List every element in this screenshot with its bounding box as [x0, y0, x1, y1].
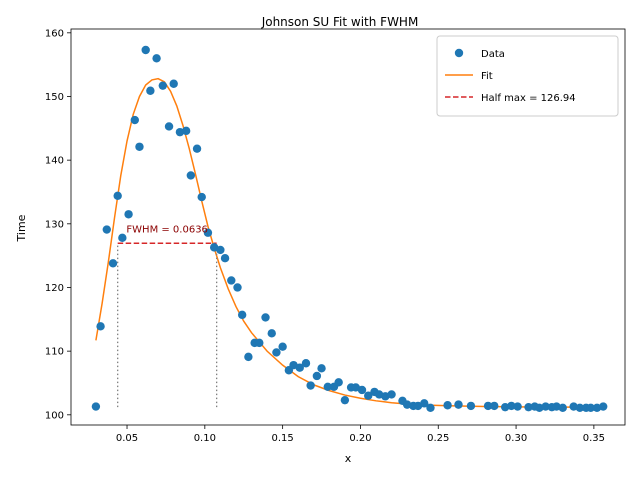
axes-frame	[70, 28, 626, 426]
data-point	[402, 400, 412, 409]
data-point	[490, 401, 499, 411]
data-point	[272, 348, 281, 357]
data-point	[175, 127, 185, 137]
data-point	[586, 403, 595, 413]
data-point	[541, 402, 550, 411]
data-point	[513, 402, 522, 411]
data-point	[158, 81, 168, 90]
chart-title: Johnson SU Fit with FWHM	[261, 15, 419, 29]
legend-label: Data	[481, 49, 505, 60]
legend-label: Fit	[481, 71, 493, 82]
data-point	[312, 371, 322, 381]
x-tick-label: 0.25	[427, 433, 449, 444]
legend: Data Fit Half max = 126.94	[436, 35, 619, 117]
x-tick-label: 0.20	[349, 433, 371, 444]
data-point	[295, 363, 304, 372]
data-point	[130, 115, 139, 125]
data-point	[113, 191, 122, 200]
data-point	[592, 403, 602, 413]
plot-area: FWHM = 0.0636 0.05 0.10 0.15 0.20 0.25 0.30 0.3…	[45, 28, 626, 444]
data-point	[152, 54, 161, 63]
y-tick-label: 140	[45, 156, 64, 167]
data-point	[108, 259, 118, 268]
data-point	[135, 142, 144, 151]
y-tick-label: 100	[45, 410, 64, 421]
x-tick-label: 0.10	[194, 433, 216, 444]
x-tick-label: 0.05	[116, 433, 138, 444]
data-point	[186, 171, 196, 180]
data-point	[524, 402, 533, 412]
data-point	[558, 403, 567, 413]
data-point	[317, 364, 326, 373]
data-point	[301, 359, 311, 368]
legend-label: Half max = 126.94	[481, 93, 576, 104]
data-point	[278, 342, 287, 351]
data-point	[255, 338, 264, 348]
x-tick-label: 0.35	[583, 433, 605, 444]
data-point	[364, 391, 373, 400]
data-point	[244, 352, 253, 362]
data-point	[233, 283, 242, 292]
data-point	[96, 322, 105, 331]
y-tick-label: 120	[45, 283, 64, 294]
data-point	[261, 313, 270, 322]
data-point	[500, 402, 510, 412]
y-tick-label: 150	[45, 92, 64, 103]
y-tick-label: 130	[45, 219, 64, 230]
data-point	[141, 45, 150, 55]
data-point	[227, 276, 236, 285]
data-point	[569, 402, 578, 411]
y-axis-label: Time	[15, 214, 28, 242]
y-tick-label: 160	[45, 28, 64, 39]
data-point	[340, 395, 350, 405]
data-point	[387, 390, 396, 399]
data-point	[357, 385, 367, 395]
data-point	[216, 245, 225, 255]
data-point	[124, 210, 133, 219]
x-tick-label: 0.30	[505, 433, 527, 444]
data-point	[575, 403, 585, 413]
data-point	[483, 401, 493, 411]
data-point	[146, 86, 155, 95]
data-point	[507, 401, 516, 411]
x-tick-label: 0.15	[272, 433, 294, 444]
data-point	[169, 79, 178, 88]
data-point	[466, 401, 476, 411]
data-point	[91, 402, 101, 411]
data-point	[267, 329, 276, 338]
y-tick-label: 110	[45, 347, 64, 358]
data-point	[220, 254, 230, 263]
fwhm-annotation: FWHM = 0.0636	[126, 225, 208, 236]
data-point	[420, 399, 429, 408]
data-point	[102, 225, 111, 234]
data-point	[443, 401, 452, 410]
data-point	[426, 403, 435, 413]
data-point	[323, 382, 332, 391]
data-point	[599, 402, 608, 411]
x-axis-label: x	[345, 452, 352, 465]
data-point	[203, 228, 213, 237]
data-point	[334, 378, 343, 387]
data-point	[192, 144, 202, 153]
data-point	[164, 122, 174, 131]
data-point	[237, 310, 247, 320]
data-point	[454, 400, 463, 409]
data-point	[535, 403, 544, 413]
legend-marker-data	[454, 48, 464, 58]
data-point	[197, 192, 206, 202]
data-point	[181, 126, 191, 136]
data-point	[118, 233, 127, 243]
data-point	[306, 381, 315, 390]
data-point	[552, 402, 561, 411]
legend-box	[436, 35, 619, 117]
